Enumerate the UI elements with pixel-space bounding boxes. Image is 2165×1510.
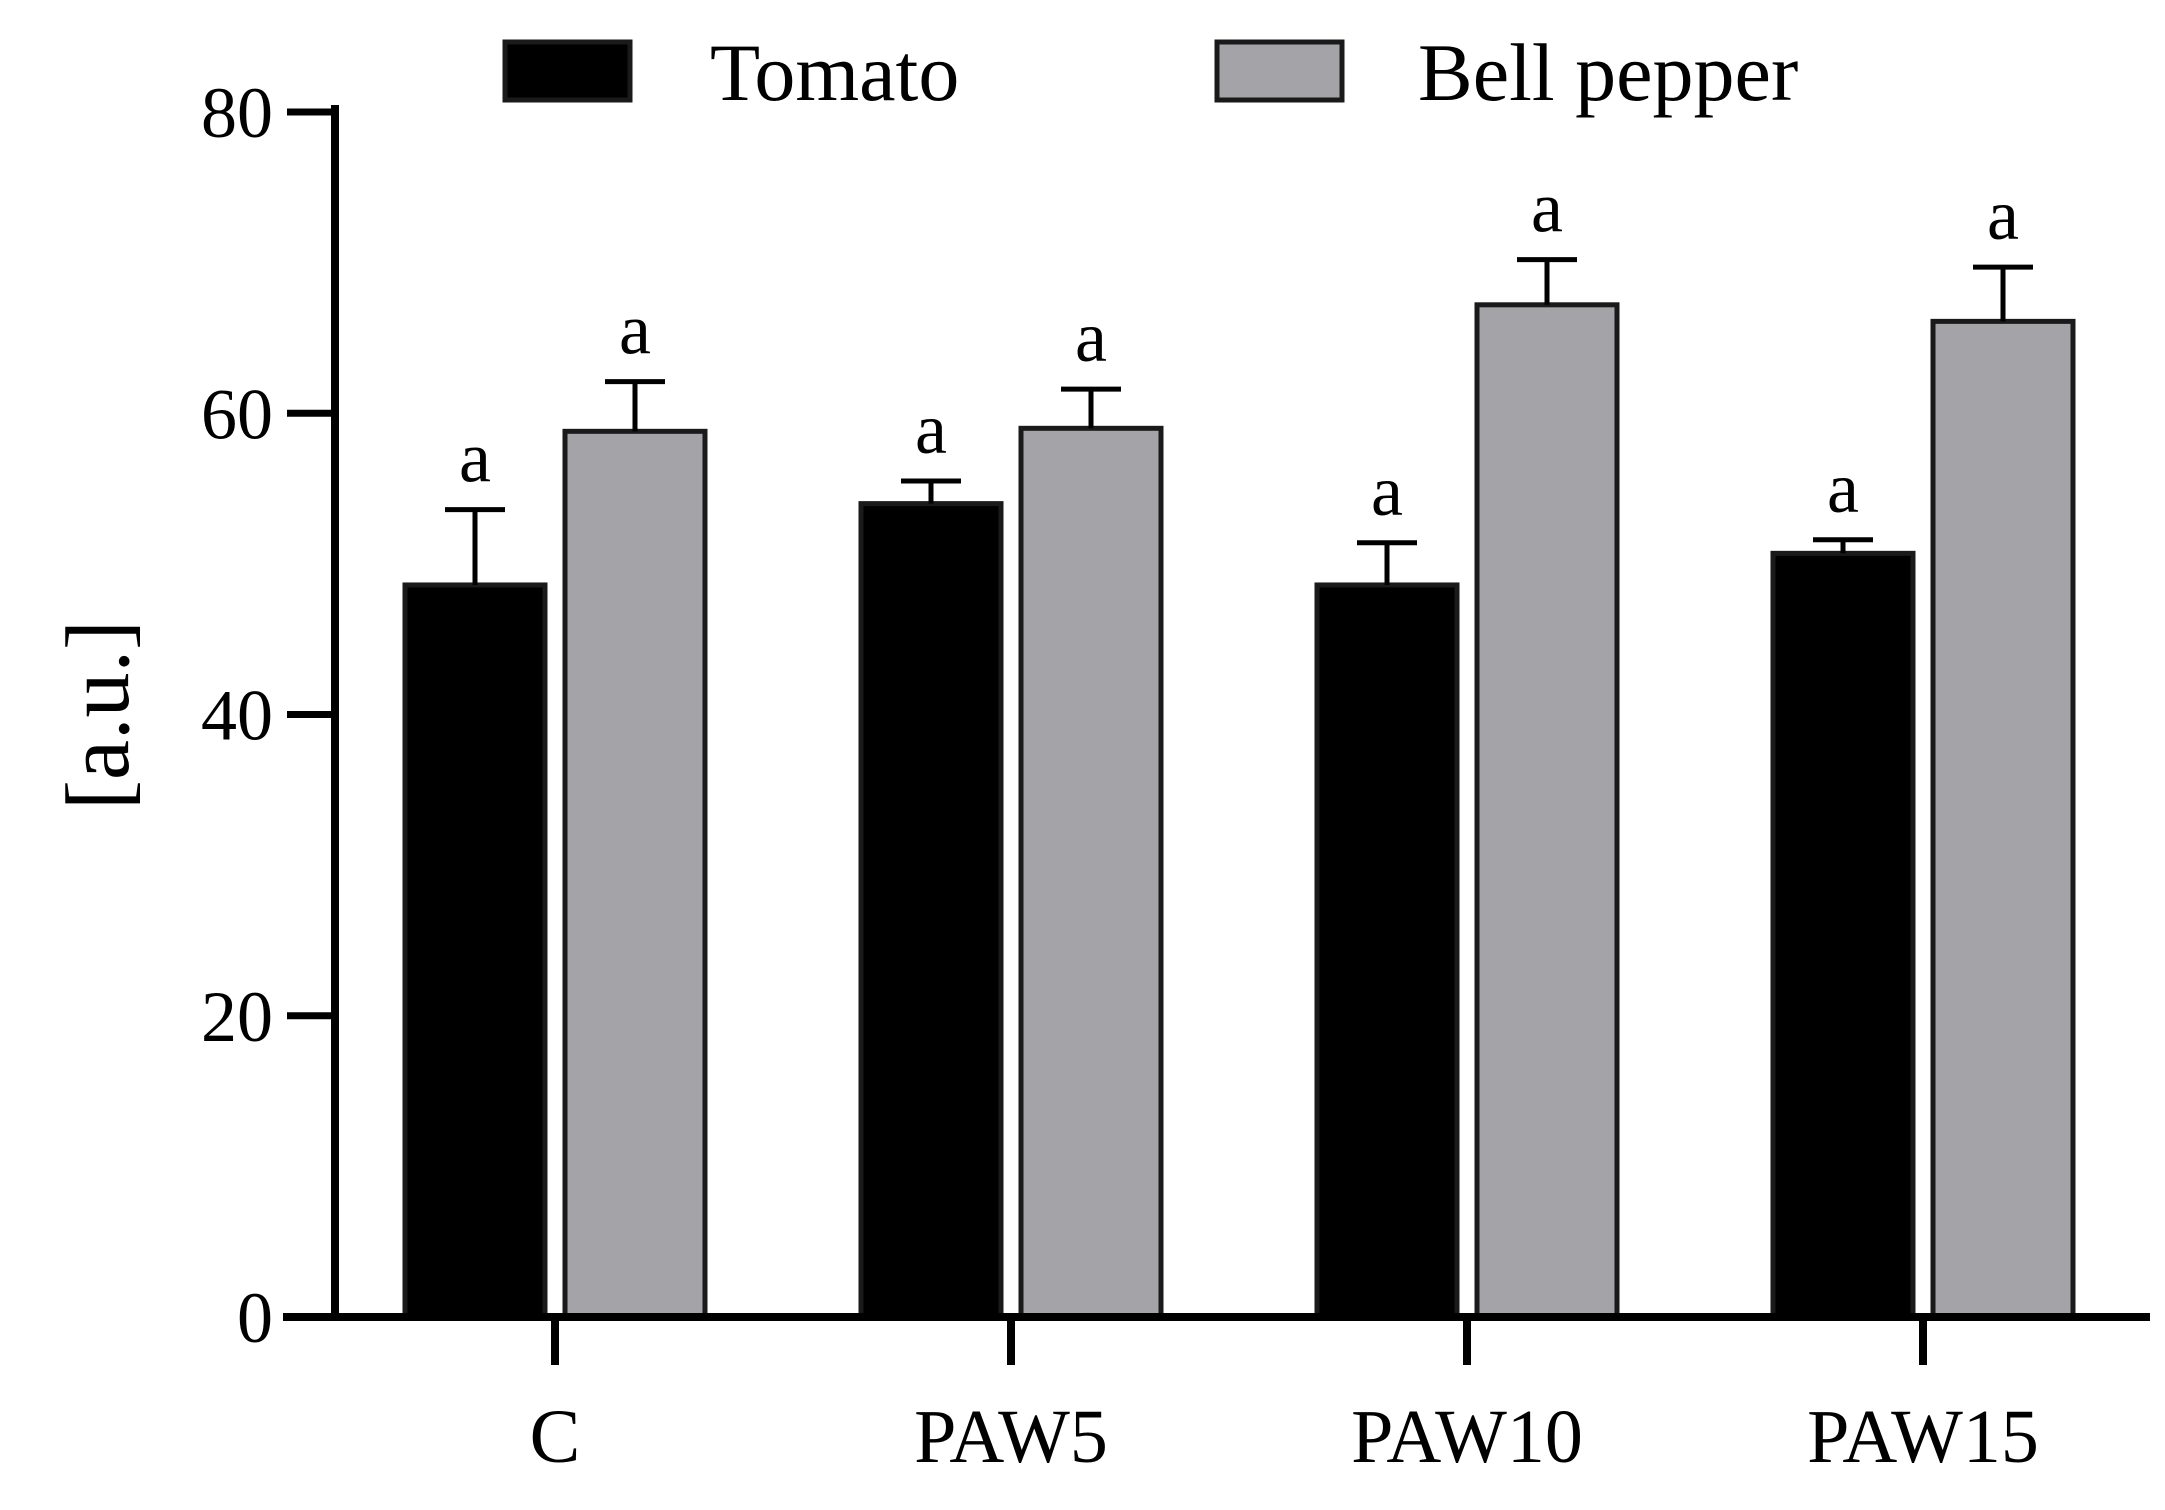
x-ticks: C PAW5 PAW10 PAW15 [530,1317,2039,1479]
x-category-label: PAW10 [1351,1395,1583,1479]
bar-bell-pepper [1018,425,1164,1320]
y-ticks: 0 20 40 60 80 [201,73,335,1358]
legend-label: Bell pepper [1418,27,1798,118]
bar-tomato [402,582,548,1320]
x-category-label: C [530,1395,581,1479]
legend-swatch [1214,39,1345,103]
significance-label: a [1371,451,1403,531]
legend: Tomato Bell pepper [502,27,1798,118]
significance-label: a [459,418,491,498]
y-tick-label: 40 [201,676,273,756]
significance-labels: a a a a a a a a [459,168,2019,531]
legend-label: Tomato [710,27,959,118]
bar-bell-pepper [1474,302,1620,1320]
significance-label: a [1531,168,1563,248]
bars [402,302,2076,1320]
x-category-label: PAW15 [1807,1395,2039,1479]
significance-label: a [1075,297,1107,377]
y-tick-label: 60 [201,374,273,454]
y-tick-label: 20 [201,977,273,1057]
y-tick-label: 80 [201,73,273,153]
bar-tomato [858,501,1004,1320]
y-tick-label: 0 [237,1278,273,1358]
bar-bell-pepper [1930,318,2076,1320]
significance-label: a [1827,448,1859,528]
error-bars [445,257,2033,585]
bar-tomato [1770,550,1916,1320]
bar-tomato [1314,582,1460,1320]
x-category-label: PAW5 [914,1395,1108,1479]
legend-swatch [502,39,633,103]
significance-label: a [1987,175,2019,255]
significance-label: a [915,389,947,469]
significance-label: a [619,290,651,370]
bar-bell-pepper [562,428,708,1320]
y-axis-label: [a.u.] [49,620,148,810]
